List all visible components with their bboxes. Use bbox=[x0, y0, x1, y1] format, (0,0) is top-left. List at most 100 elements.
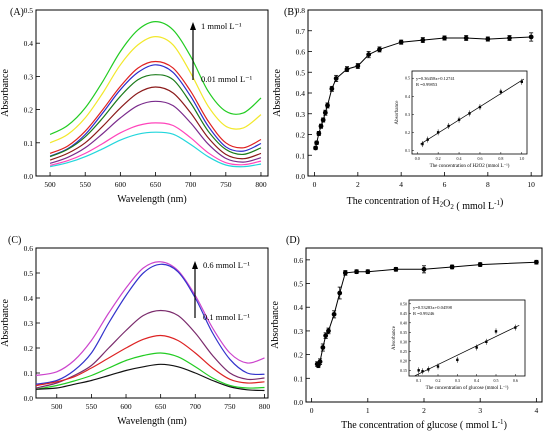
y-tick-label: 0.4 bbox=[294, 303, 304, 312]
data-point bbox=[398, 39, 404, 45]
panel-label: (C) bbox=[8, 235, 21, 246]
inset-x-tick-label: 0.0 bbox=[415, 156, 420, 161]
y-axis-label: Absorbance bbox=[0, 299, 11, 347]
inset-point bbox=[485, 340, 488, 343]
inset-y-tick-label: 0.35 bbox=[400, 330, 407, 335]
inset-y-tick-label: 0.50 bbox=[400, 301, 407, 306]
y-tick-label: 0.0 bbox=[296, 172, 306, 181]
data-point bbox=[313, 145, 318, 151]
arrow-head bbox=[190, 22, 196, 30]
y-tick-label: 0.1 bbox=[24, 139, 34, 148]
y-tick-label: 0.4 bbox=[24, 294, 34, 303]
inset-point bbox=[436, 365, 440, 368]
spectrum-line bbox=[35, 334, 265, 387]
data-point bbox=[344, 66, 350, 72]
y-tick-label: 0.0 bbox=[24, 394, 34, 403]
inset-x-tick-label: 0.5 bbox=[494, 378, 499, 383]
data-point bbox=[507, 35, 512, 41]
x-tick-label: 3 bbox=[478, 406, 482, 415]
inset-x-tick-label: 0.2 bbox=[436, 378, 441, 383]
inset-point bbox=[478, 105, 482, 109]
inset-frame bbox=[408, 299, 526, 377]
data-point bbox=[323, 333, 329, 339]
spectrum-line bbox=[49, 74, 262, 158]
inset-y-tick-label: 0.25 bbox=[400, 349, 407, 354]
concentration-panel-(D): (D) 0 1 2 3 4 0.0 0.1 0.2 0.3 0.4 0.5 0.6 Absorbance T… bbox=[270, 235, 543, 431]
x-axis-label: The concentration of glucose ( mmol L-1) bbox=[341, 418, 507, 431]
annotation-low: 0.01 mmol L⁻¹ bbox=[201, 74, 253, 84]
data-point bbox=[331, 311, 337, 317]
spectrum-line bbox=[49, 86, 262, 161]
spectrum-line bbox=[35, 309, 265, 389]
inset-point bbox=[427, 368, 430, 371]
inset-r-value: R =0.99853 bbox=[416, 82, 438, 87]
y-tick-label: 0.6 bbox=[294, 256, 304, 265]
y-tick-label: 0.1 bbox=[296, 151, 306, 160]
data-point bbox=[420, 37, 426, 43]
inset-point bbox=[447, 124, 450, 128]
y-tick-label: 0.5 bbox=[296, 68, 306, 77]
x-tick-label: 750 bbox=[220, 180, 232, 189]
x-tick-label: 4 bbox=[399, 180, 403, 189]
data-point bbox=[320, 117, 326, 123]
y-axis-label: Absorbance bbox=[0, 69, 11, 117]
data-point bbox=[477, 262, 483, 267]
inset-x-tick-label: 0.3 bbox=[455, 378, 460, 383]
data-point bbox=[485, 36, 491, 42]
inset-x-tick-label: 0.1 bbox=[416, 378, 421, 383]
data-point bbox=[316, 131, 322, 136]
x-axis-label: Wavelength (nm) bbox=[117, 194, 186, 205]
inset-y-tick-label: 0.2 bbox=[405, 130, 410, 135]
spectrum-line bbox=[35, 261, 265, 377]
spectrum-line bbox=[49, 100, 262, 164]
y-tick-label: 0.2 bbox=[24, 106, 34, 115]
x-axis-label-part: O bbox=[443, 199, 450, 210]
inset-point bbox=[417, 369, 420, 372]
inset-equation: y=0.53283x+0.04598 bbox=[413, 305, 453, 310]
inset-x-tick-label: 0.8 bbox=[498, 156, 503, 161]
data-point bbox=[449, 264, 455, 270]
inset-y-tick-label: 0.5 bbox=[405, 76, 410, 81]
inset-point bbox=[468, 112, 471, 115]
y-tick-label: 0.3 bbox=[24, 319, 34, 328]
annotation-low: 0.1 mmol L⁻¹ bbox=[203, 312, 250, 322]
x-tick-label: 2 bbox=[422, 406, 426, 415]
inset-point bbox=[457, 118, 461, 121]
spectrum-line bbox=[35, 363, 265, 392]
inset-point bbox=[514, 326, 517, 329]
data-point bbox=[355, 63, 361, 69]
x-axis-label-part: ( mmol L bbox=[454, 201, 494, 212]
y-axis-label: Absorbance bbox=[272, 69, 283, 117]
y-tick-label: 0.6 bbox=[24, 244, 34, 253]
inset-point bbox=[499, 90, 503, 93]
data-point bbox=[333, 76, 339, 81]
y-tick-label: 0.0 bbox=[294, 398, 304, 407]
data-point bbox=[329, 86, 335, 92]
data-line bbox=[316, 261, 537, 367]
inset-point bbox=[456, 358, 459, 362]
inset-y-tick-label: 0.40 bbox=[400, 320, 407, 325]
inset-y-tick-label: 0.30 bbox=[400, 339, 407, 344]
data-point bbox=[326, 328, 331, 334]
x-axis-label-part: 2 bbox=[440, 201, 444, 209]
x-tick-label: 500 bbox=[51, 402, 63, 411]
inset-y-tick-label: 0.15 bbox=[400, 368, 407, 373]
data-point bbox=[442, 35, 447, 41]
inset-x-label: The concentration of H2O2 (mmol L⁻¹) bbox=[430, 163, 510, 169]
x-tick-label: 750 bbox=[224, 402, 236, 411]
x-tick-label: 550 bbox=[80, 180, 92, 189]
spectrum-line bbox=[49, 122, 262, 166]
x-tick-label: 6 bbox=[443, 180, 447, 189]
data-point bbox=[314, 140, 320, 146]
data-point bbox=[463, 35, 469, 41]
x-axis-label-part: 2 bbox=[450, 203, 454, 211]
y-tick-label: 0.3 bbox=[296, 110, 306, 119]
inset-y-label: Absorbance bbox=[395, 100, 400, 125]
y-tick-label: 0.2 bbox=[294, 351, 304, 360]
x-axis-label-part: The concentration of glucose ( mmol L bbox=[341, 420, 498, 431]
x-tick-label: 500 bbox=[44, 180, 56, 189]
inset-point bbox=[494, 330, 498, 333]
inset-y-tick-label: 0.4 bbox=[405, 94, 410, 99]
spectrum-line bbox=[49, 131, 262, 168]
